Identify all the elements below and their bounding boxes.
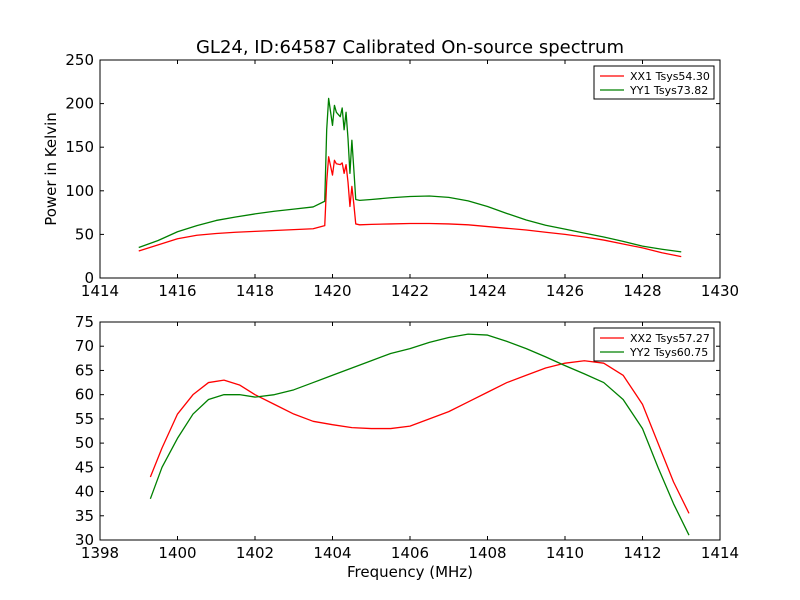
x-tick-label: 1420 (313, 282, 351, 300)
series-line-1-1 (138, 156, 682, 258)
x-tick-label: 1410 (546, 544, 584, 562)
legend-box (593, 327, 715, 362)
y-tick-label: 55 (75, 410, 94, 428)
y-tick-label: 200 (65, 95, 94, 113)
series-line-2-2 (149, 333, 690, 536)
legend-label: XX1 Tsys54.30 (630, 70, 710, 83)
x-tick-label: 1430 (701, 282, 739, 300)
y-tick-label: 0 (84, 269, 94, 287)
y-tick-label: 60 (75, 386, 94, 404)
chart-panel-1: 1414 1416 1418 1420 1422 1424 1426 1428 1430 0 50 1… (42, 37, 739, 300)
y-tick-label: 150 (65, 138, 94, 156)
x-tick-label: 1422 (391, 282, 429, 300)
y-tick-label: 70 (75, 337, 94, 355)
x-tick-label: 1400 (158, 544, 196, 562)
chart-title: GL24, ID:64587 Calibrated On-source spec… (196, 37, 624, 58)
x-tick-label: 1426 (546, 282, 584, 300)
x-tick-label: 1398 (81, 544, 119, 562)
legend-label: YY2 Tsys60.75 (629, 346, 708, 359)
series-line-1-2 (138, 97, 682, 253)
y-tick-label: 45 (75, 458, 94, 476)
x-tick-label: 1404 (313, 544, 351, 562)
y-axis-label: Power in Kelvin (42, 112, 60, 226)
x-tick-label: 1408 (468, 544, 506, 562)
y-tick-label: 100 (65, 182, 94, 200)
x-tick-label: 1414 (701, 544, 739, 562)
y-tick-label: 35 (75, 507, 94, 525)
y-tick-label: 50 (75, 434, 94, 452)
x-tick-label: 1406 (391, 544, 429, 562)
y-tick-label: 30 (75, 531, 94, 549)
x-tick-label: 1414 (81, 282, 119, 300)
x-tick-label: 1402 (236, 544, 274, 562)
y-tick-label: 50 (75, 225, 94, 243)
legend-label: YY1 Tsys73.82 (629, 84, 708, 97)
chart-panel-2: 1398 1400 1402 1404 1406 1408 1410 1412 1414 30 35… (75, 313, 739, 581)
x-axis-label: Frequency (MHz) (347, 563, 473, 581)
x-tick-label: 1424 (468, 282, 506, 300)
y-tick-label: 40 (75, 483, 94, 501)
y-tick-label: 65 (75, 361, 94, 379)
legend-label: XX2 Tsys57.27 (630, 332, 710, 345)
x-tick-label: 1418 (236, 282, 274, 300)
series-line-2-1 (149, 360, 690, 514)
x-tick-label: 1412 (623, 544, 661, 562)
y-tick-label: 75 (75, 313, 94, 331)
x-tick-label: 1416 (158, 282, 196, 300)
x-tick-label: 1428 (623, 282, 661, 300)
y-tick-label: 250 (65, 51, 94, 69)
legend-box (593, 65, 715, 100)
